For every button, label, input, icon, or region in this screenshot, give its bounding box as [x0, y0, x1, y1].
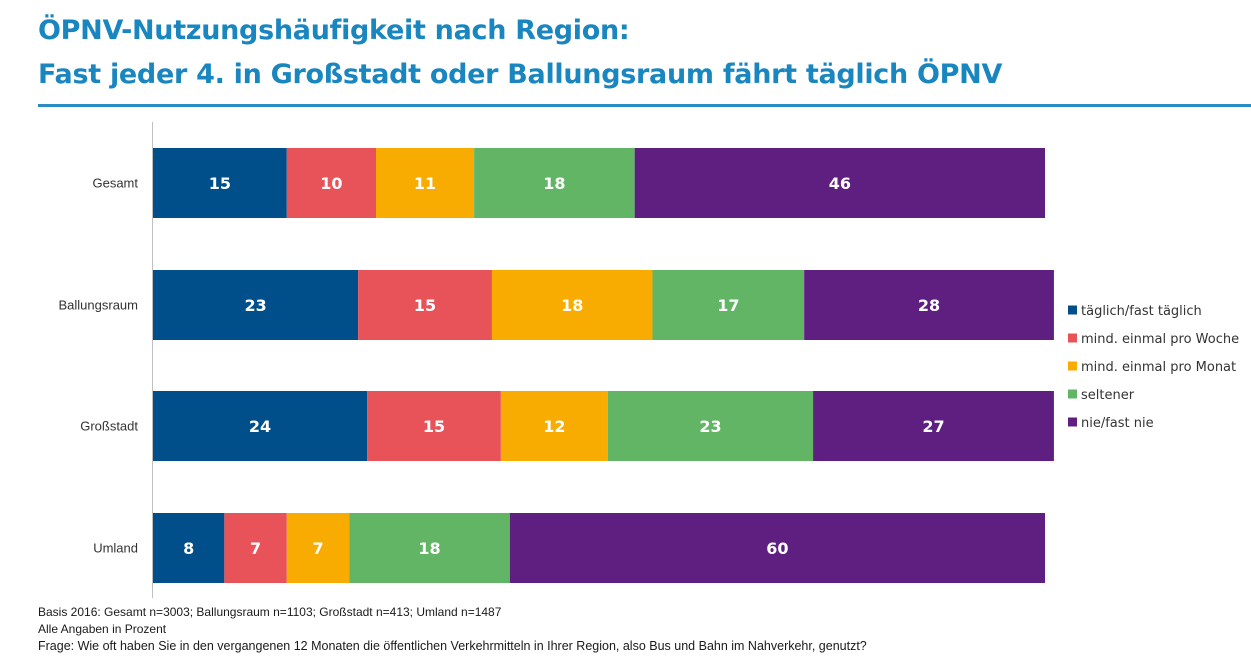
data-label: 28	[918, 296, 940, 315]
legend-label: mind. einmal pro Monat	[1081, 360, 1236, 375]
question-note: Frage: Wie oft haben Sie in den vergange…	[38, 639, 867, 653]
bar-segment	[349, 513, 510, 583]
legend-label: täglich/fast täglich	[1081, 304, 1202, 319]
bar-segment	[286, 148, 376, 218]
bar-segment	[491, 270, 653, 340]
bar-segment	[500, 391, 608, 461]
bar-segment	[286, 513, 350, 583]
legend-swatch	[1068, 305, 1077, 315]
data-label: 15	[423, 417, 445, 436]
legend-label: seltener	[1081, 388, 1135, 403]
data-label: 24	[249, 417, 271, 436]
data-label: 8	[183, 539, 194, 558]
legend-swatch	[1068, 361, 1077, 371]
units-note: Alle Angaben in Prozent	[38, 622, 167, 636]
data-label: 18	[543, 174, 565, 193]
basis-note: Basis 2016: Gesamt n=3003; Ballungsraum …	[38, 605, 502, 619]
bar-segment	[224, 513, 287, 583]
bar-segment	[634, 148, 1045, 218]
legend-swatch	[1068, 333, 1077, 343]
data-label: 7	[312, 539, 323, 558]
data-label: 60	[766, 539, 788, 558]
category-label: Großstadt	[80, 419, 138, 434]
data-label: 11	[414, 174, 436, 193]
bar-segment	[358, 270, 492, 340]
legend-swatch	[1068, 417, 1077, 427]
bar-segment	[474, 148, 635, 218]
footnotes: Basis 2016: Gesamt n=3003; Ballungsraum …	[38, 604, 867, 655]
bar-segment	[367, 391, 501, 461]
category-label: Gesamt	[92, 176, 138, 191]
bar-segment	[804, 270, 1054, 340]
bar-segment	[153, 391, 368, 461]
legend-label: mind. einmal pro Woche	[1081, 332, 1239, 347]
bar-segment	[153, 270, 359, 340]
data-label: 27	[922, 417, 944, 436]
bar-segment	[509, 513, 1045, 583]
data-label: 18	[418, 539, 440, 558]
bar-segment	[607, 391, 814, 461]
data-label: 23	[699, 417, 721, 436]
data-label: 15	[414, 296, 436, 315]
category-label: Umland	[93, 541, 138, 556]
bar-segment	[153, 148, 287, 218]
chart-title: ÖPNV-Nutzungshäufigkeit nach Region: Fas…	[38, 9, 1238, 97]
title-divider	[38, 104, 1251, 107]
bar-segment	[652, 270, 805, 340]
data-label: 23	[244, 296, 266, 315]
data-label: 7	[250, 539, 261, 558]
category-label: Ballungsraum	[59, 298, 139, 313]
data-label: 46	[829, 174, 851, 193]
bar-segment	[153, 513, 225, 583]
data-label: 18	[561, 296, 583, 315]
data-label: 17	[717, 296, 739, 315]
data-label: 10	[320, 174, 342, 193]
title-line-2: Fast jeder 4. in Großstadt oder Ballungs…	[38, 59, 1003, 90]
title-line-1: ÖPNV-Nutzungshäufigkeit nach Region:	[38, 15, 630, 46]
legend-label: nie/fast nie	[1081, 416, 1154, 431]
bar-segment	[376, 148, 475, 218]
data-label: 12	[543, 417, 565, 436]
legend-swatch	[1068, 389, 1077, 399]
data-label: 15	[209, 174, 231, 193]
bar-segment	[813, 391, 1054, 461]
